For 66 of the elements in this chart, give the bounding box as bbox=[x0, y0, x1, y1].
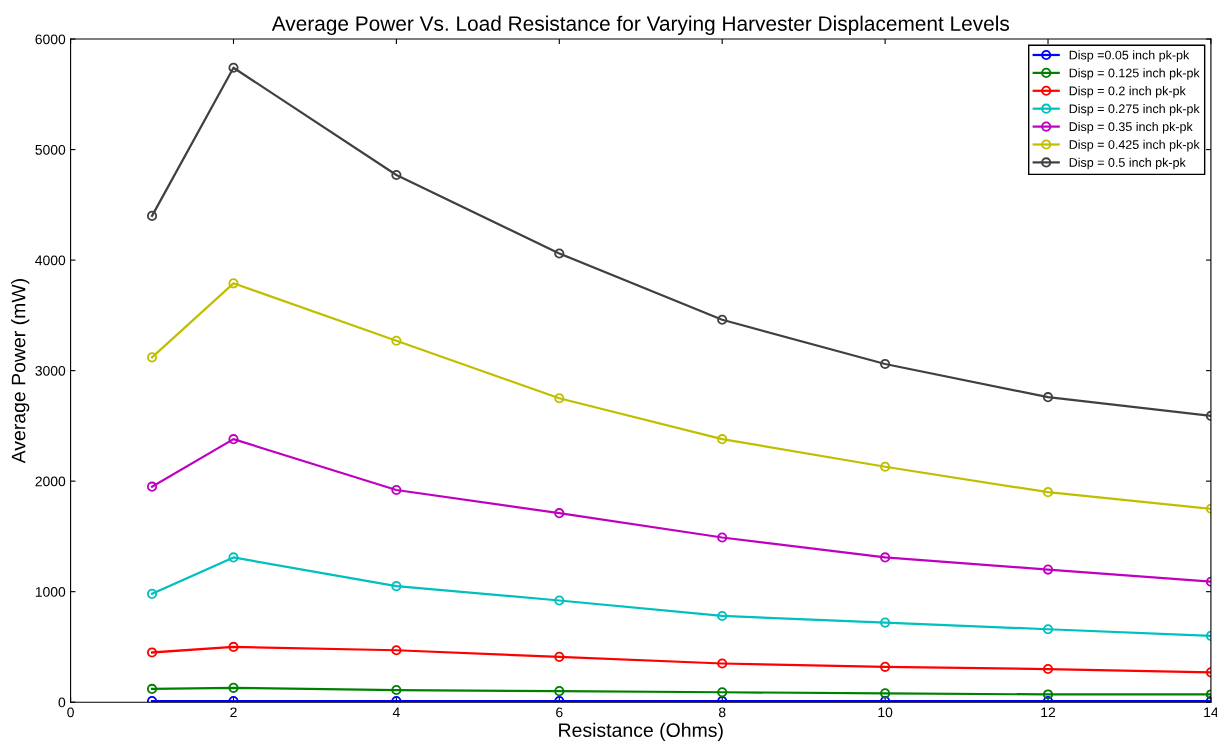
point bbox=[880, 461, 891, 472]
point bbox=[391, 684, 402, 696]
point bbox=[228, 434, 239, 445]
legend-label: Disp = 0.125 inch pk-pk bbox=[1069, 68, 1200, 80]
point bbox=[146, 352, 158, 363]
point bbox=[880, 358, 891, 370]
point bbox=[1042, 564, 1054, 575]
y-tick-label: 6000 bbox=[35, 34, 66, 45]
x-tick-label: 4 bbox=[392, 707, 400, 718]
point bbox=[880, 617, 891, 628]
point bbox=[554, 248, 565, 259]
point bbox=[1042, 663, 1054, 675]
point bbox=[554, 686, 565, 697]
y-tick-label: 2000 bbox=[35, 476, 66, 487]
point bbox=[554, 595, 565, 606]
point bbox=[1042, 689, 1054, 700]
y-tick-label: 1000 bbox=[35, 587, 66, 597]
point bbox=[146, 647, 158, 658]
point bbox=[717, 610, 728, 622]
point bbox=[717, 314, 728, 325]
point bbox=[717, 687, 728, 698]
point bbox=[554, 393, 565, 404]
point bbox=[228, 552, 239, 563]
point bbox=[228, 62, 239, 73]
point bbox=[146, 210, 158, 221]
point bbox=[880, 688, 891, 699]
point bbox=[1042, 624, 1054, 635]
point bbox=[880, 661, 891, 672]
x-tick-label: 8 bbox=[718, 707, 726, 718]
point bbox=[146, 481, 158, 492]
legend-label: Disp = 0.35 inch pk-pk bbox=[1069, 121, 1193, 134]
point bbox=[228, 641, 239, 652]
point bbox=[228, 682, 239, 693]
y-tick-label: 4000 bbox=[35, 255, 66, 266]
y-tick-label: 3000 bbox=[35, 365, 66, 376]
y-axis-title: Average Power (mW) bbox=[11, 279, 30, 464]
legend-label: Disp =0.05 inch pk-pk bbox=[1069, 50, 1190, 62]
point bbox=[554, 508, 565, 519]
x-tick-label: 2 bbox=[230, 707, 237, 718]
point bbox=[1042, 487, 1054, 498]
legend-label: Disp = 0.2 inch pk-pk bbox=[1069, 86, 1186, 98]
x-tick-label: 0 bbox=[67, 707, 74, 718]
point bbox=[391, 169, 402, 181]
x-tick-label: 12 bbox=[1041, 707, 1056, 718]
point bbox=[880, 552, 891, 563]
legend-label: Disp = 0.425 inch pk-pk bbox=[1069, 139, 1200, 152]
point bbox=[391, 335, 402, 346]
point bbox=[391, 484, 402, 496]
point bbox=[146, 683, 158, 694]
point bbox=[554, 651, 565, 662]
legend-label: Disp = 0.275 inch pk-pk bbox=[1069, 104, 1200, 116]
x-tick-label: 10 bbox=[878, 707, 893, 718]
point bbox=[391, 581, 402, 592]
x-axis-title: Resistance (Ohms) bbox=[559, 722, 723, 741]
point bbox=[717, 658, 728, 669]
y-tick-label: 0 bbox=[58, 697, 66, 708]
point bbox=[717, 434, 728, 445]
x-tick-label: 6 bbox=[556, 707, 563, 718]
y-tick-label: 5000 bbox=[35, 144, 66, 155]
point bbox=[1042, 392, 1054, 403]
point bbox=[146, 588, 158, 599]
chart-title: Average Power Vs. Load Resistance for Varying Harvester Displacement Levels bbox=[271, 15, 1010, 36]
point bbox=[717, 532, 728, 543]
point bbox=[391, 645, 402, 656]
legend-label: Disp = 0.5 inch pk-pk bbox=[1069, 157, 1186, 170]
point bbox=[228, 278, 239, 289]
